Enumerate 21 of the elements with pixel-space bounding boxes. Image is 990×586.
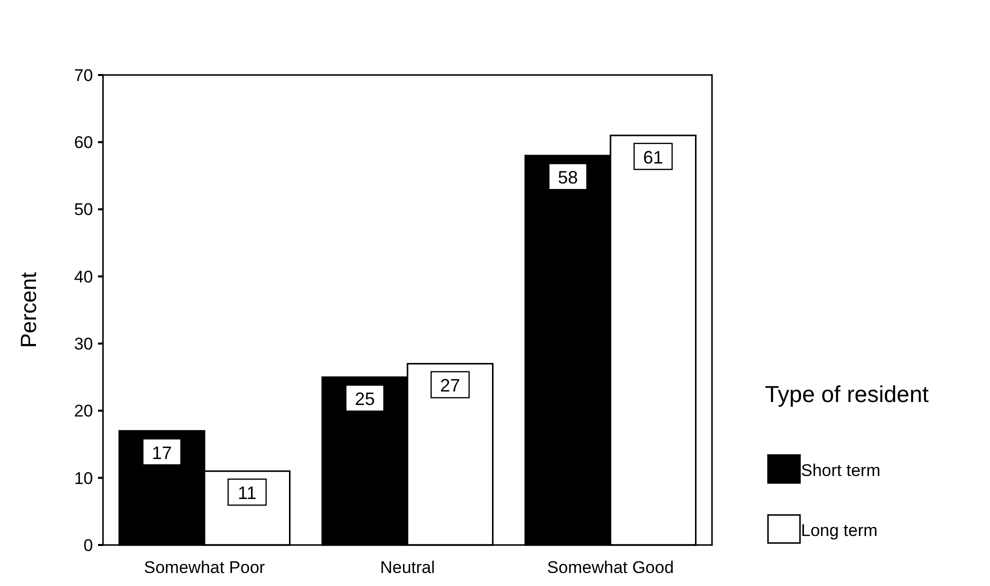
x-tick-label: Somewhat Poor [144,558,266,577]
y-tick-label: 40 [74,267,93,286]
data-label: 58 [558,168,578,188]
y-tick-label: 10 [74,468,93,488]
x-tick-label: Somewhat Good [547,558,674,577]
data-label: 61 [643,147,664,168]
y-tick-label: 50 [74,200,93,220]
y-tick-label: 70 [74,66,93,85]
x-tick-label: Neutral [380,558,435,577]
y-tick-label: 0 [84,536,93,555]
legend-title: Type of resident [765,381,930,407]
legend-label: Short term [801,461,880,480]
y-tick-label: 60 [74,133,93,152]
y-tick-label: 20 [74,402,93,421]
y-tick-label: 30 [74,334,93,354]
data-label: 27 [440,376,460,396]
y-axis-title: Percent [16,272,41,348]
data-label: 17 [152,442,172,463]
legend-label: Long term [801,521,878,540]
data-label: 11 [238,483,256,504]
data-label: 25 [354,389,375,410]
